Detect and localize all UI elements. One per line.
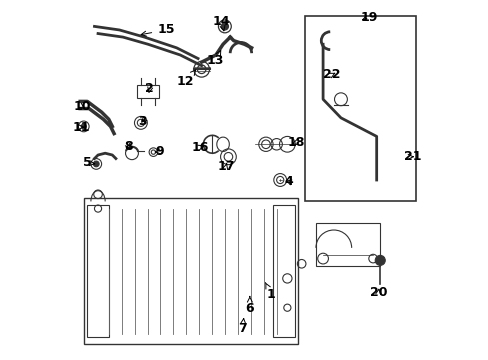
Bar bbox=[83, 198, 298, 344]
Bar bbox=[137, 85, 159, 98]
Text: 13: 13 bbox=[206, 50, 224, 67]
Text: 9: 9 bbox=[155, 145, 163, 158]
Bar bbox=[272, 205, 294, 337]
Text: 3: 3 bbox=[138, 114, 147, 127]
Text: 6: 6 bbox=[245, 297, 254, 315]
Circle shape bbox=[374, 255, 385, 265]
Text: 20: 20 bbox=[369, 286, 386, 299]
Text: 14: 14 bbox=[212, 14, 229, 31]
Text: 21: 21 bbox=[403, 150, 420, 163]
Text: 19: 19 bbox=[360, 11, 377, 24]
Circle shape bbox=[221, 23, 228, 30]
Text: 2: 2 bbox=[145, 82, 154, 95]
Text: 16: 16 bbox=[191, 141, 208, 154]
Text: 8: 8 bbox=[124, 140, 132, 153]
Text: 5: 5 bbox=[83, 156, 95, 169]
Bar bbox=[305, 16, 415, 202]
Text: 22: 22 bbox=[323, 68, 340, 81]
Text: 10: 10 bbox=[73, 100, 91, 113]
Text: 15: 15 bbox=[141, 23, 174, 36]
Text: 18: 18 bbox=[287, 136, 305, 149]
Bar bbox=[87, 205, 108, 337]
Circle shape bbox=[93, 161, 99, 167]
Text: 17: 17 bbox=[217, 160, 234, 173]
Text: 4: 4 bbox=[284, 175, 293, 188]
Circle shape bbox=[81, 124, 86, 129]
Text: 11: 11 bbox=[72, 121, 89, 134]
Bar bbox=[315, 223, 380, 266]
Text: 1: 1 bbox=[265, 283, 275, 301]
Text: 7: 7 bbox=[238, 319, 246, 335]
Text: 12: 12 bbox=[177, 70, 195, 88]
